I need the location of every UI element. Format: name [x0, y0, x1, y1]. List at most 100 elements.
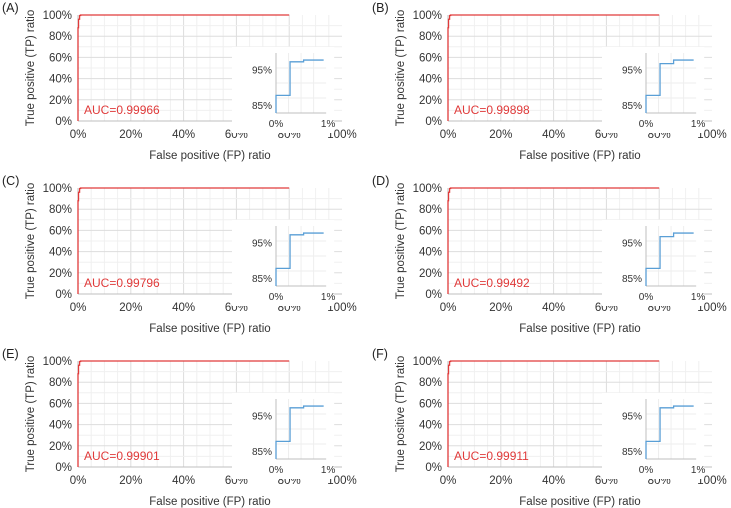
- y-tick-label: 80%: [49, 377, 72, 389]
- y-tick-label: 100%: [413, 356, 442, 368]
- x-tick-label: 20%: [119, 129, 142, 141]
- y-tick-label: 40%: [49, 247, 72, 259]
- y-tick-label: 20%: [49, 95, 72, 107]
- roc-curve-line: [77, 14, 290, 121]
- inset-y-tick-label: 95%: [252, 239, 272, 250]
- y-tick-label: 80%: [49, 204, 72, 216]
- inset-y-tick-label: 85%: [252, 447, 272, 458]
- y-tick-label: 80%: [419, 204, 442, 216]
- y-tick-label: 0%: [425, 462, 442, 474]
- y-tick-label: 20%: [49, 441, 72, 453]
- inset-roc-curve-line: [275, 232, 324, 286]
- inset-y-tick-label: 85%: [622, 274, 642, 285]
- inset-roc-curve-line: [645, 405, 694, 459]
- roc-panel: (B)0%20%40%60%80%100%0% 20% 40% 60% 80% 100%F…: [372, 1, 727, 162]
- inset-y-tick-label: 85%: [252, 101, 272, 112]
- inset-background: [232, 393, 335, 479]
- inset-plot: 85% 95% 0% 1%: [232, 393, 335, 479]
- x-tick-label: 40%: [172, 475, 195, 487]
- x-tick-label: 0%: [70, 475, 87, 487]
- x-tick-label: 0%: [440, 475, 457, 487]
- y-tick-label: 80%: [419, 31, 442, 43]
- inset-plot: 85% 95% 0% 1%: [602, 47, 705, 133]
- x-tick-label: 0%: [70, 129, 87, 141]
- inset-x-tick-label: 1%: [691, 465, 706, 476]
- x-axis-title: False positive (FP) ratio: [519, 150, 640, 162]
- x-tick-label: 100%: [327, 302, 356, 314]
- inset-background: [232, 47, 335, 133]
- y-tick-label: 60%: [49, 398, 72, 410]
- inset-roc-curve-line: [275, 405, 324, 459]
- y-tick-label: 80%: [419, 377, 442, 389]
- inset-x-tick-label: 0%: [639, 292, 654, 303]
- y-tick-label: 60%: [49, 225, 72, 237]
- y-tick-label: 20%: [49, 268, 72, 280]
- y-tick-label: 40%: [419, 420, 442, 432]
- inset-x-tick-label: 0%: [269, 119, 284, 130]
- inset-background: [602, 393, 705, 479]
- inset-y-tick-label: 95%: [252, 66, 272, 77]
- x-tick-label: 20%: [119, 302, 142, 314]
- auc-label: AUC=0.99492: [454, 276, 530, 290]
- x-tick-label: 40%: [172, 129, 195, 141]
- inset-background: [602, 47, 705, 133]
- inset-x-tick-label: 1%: [321, 119, 336, 130]
- x-axis-title: False positive (FP) ratio: [149, 496, 270, 508]
- y-tick-label: 60%: [49, 52, 72, 64]
- roc-panel: (F)0%20%40%60%80%100%0% 20% 40% 60% 80% 100%F…: [372, 347, 727, 508]
- y-tick-label: 100%: [43, 183, 72, 195]
- x-tick-label: 20%: [119, 475, 142, 487]
- inset-x-tick-label: 0%: [269, 292, 284, 303]
- x-axis-title: False positive (FP) ratio: [149, 150, 270, 162]
- y-tick-label: 40%: [419, 74, 442, 86]
- x-tick-label: 0%: [440, 302, 457, 314]
- inset-x-tick-label: 1%: [321, 465, 336, 476]
- auc-label: AUC=0.99911: [454, 449, 529, 463]
- x-tick-label: 20%: [489, 302, 512, 314]
- y-tick-label: 20%: [419, 95, 442, 107]
- auc-label: AUC=0.99796: [84, 276, 160, 290]
- x-tick-label: 100%: [697, 475, 726, 487]
- inset-y-tick-label: 85%: [252, 274, 272, 285]
- panel-label: (D): [372, 174, 389, 188]
- y-tick-label: 40%: [419, 247, 442, 259]
- panel-label: (B): [372, 1, 389, 15]
- inset-x-tick-label: 1%: [691, 292, 706, 303]
- inset-x-tick-label: 0%: [269, 465, 284, 476]
- y-tick-label: 100%: [413, 10, 442, 22]
- auc-label: AUC=0.99966: [84, 103, 160, 117]
- x-axis-title: False positive (FP) ratio: [149, 323, 270, 335]
- inset-background: [602, 220, 705, 306]
- inset-background: [232, 220, 335, 306]
- y-axis-title: True positive (TP) ratio: [25, 10, 37, 127]
- x-tick-label: 20%: [489, 475, 512, 487]
- roc-curve-line: [77, 187, 290, 294]
- panel-label: (F): [372, 347, 388, 361]
- x-tick-label: 20%: [489, 129, 512, 141]
- y-axis-title: True positive (TP) ratio: [395, 183, 407, 300]
- y-axis-title: True positive (TP) ratio: [395, 356, 407, 473]
- x-tick-label: 40%: [172, 302, 195, 314]
- inset-x-tick-label: 0%: [639, 465, 654, 476]
- x-tick-label: 40%: [542, 129, 565, 141]
- x-axis-title: False positive (FP) ratio: [519, 323, 640, 335]
- roc-curve-line: [77, 360, 290, 467]
- x-axis-title: False positive (FP) ratio: [519, 496, 640, 508]
- y-tick-label: 80%: [49, 31, 72, 43]
- y-tick-label: 100%: [43, 356, 72, 368]
- y-tick-label: 60%: [419, 225, 442, 237]
- y-axis-title: True positive (TP) ratio: [25, 183, 37, 300]
- inset-y-tick-label: 85%: [622, 447, 642, 458]
- y-tick-label: 40%: [49, 74, 72, 86]
- auc-label: AUC=0.99898: [454, 103, 530, 117]
- roc-curve-line: [447, 14, 660, 121]
- inset-x-tick-label: 0%: [639, 119, 654, 130]
- roc-curve-line: [447, 187, 660, 294]
- roc-curve-line: [447, 360, 660, 467]
- roc-panel: (E)0%20%40%60%80%100%0% 20% 40% 60% 80% 100%F…: [2, 347, 357, 508]
- x-tick-label: 100%: [697, 129, 726, 141]
- inset-plot: 85% 95% 0% 1%: [232, 220, 335, 306]
- x-tick-label: 100%: [697, 302, 726, 314]
- panel-label: (E): [2, 347, 19, 361]
